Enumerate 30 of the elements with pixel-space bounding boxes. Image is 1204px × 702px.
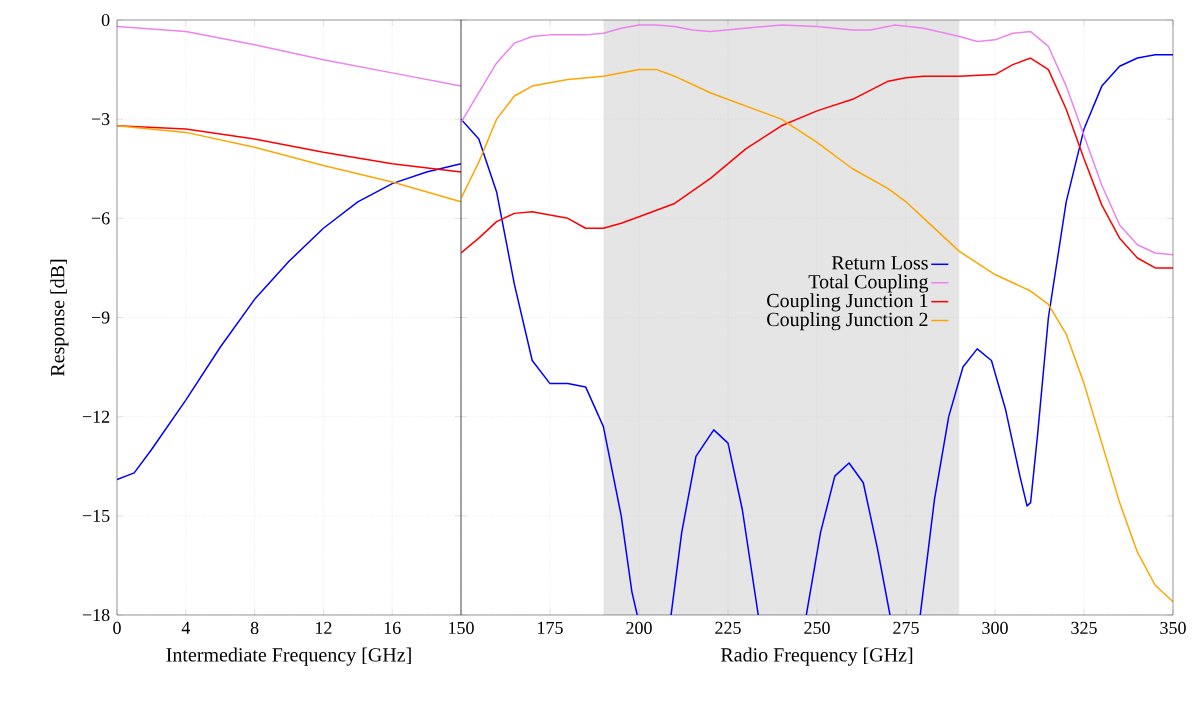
x-tick-label: 250: [804, 621, 830, 635]
legend-label: Return Loss: [831, 256, 928, 270]
x-tick-label: 200: [626, 621, 652, 635]
y-tick-label: −15: [82, 509, 110, 522]
x-tick-label: 225: [715, 621, 741, 634]
legend-label: Coupling Junction 2: [767, 312, 928, 331]
x-tick-label: 4: [181, 621, 191, 634]
x-tick-label: 275: [893, 621, 919, 634]
x-tick-label: 175: [538, 621, 563, 634]
x-tick-label: 8: [250, 621, 259, 635]
x-axis-title: Intermediate Frequency [GHz]: [166, 647, 411, 666]
x-axis-title: Radio Frequency [GHz]: [720, 647, 913, 666]
legend-label: Coupling Junction 1: [767, 293, 928, 312]
x-tick-label: 300: [982, 621, 1008, 635]
x-tick-label: 150: [449, 621, 474, 635]
y-tick-label: −6: [91, 212, 110, 225]
x-tick-label: 350: [1160, 621, 1186, 635]
y-tick-label: 0: [101, 13, 110, 27]
legend-label: Total Coupling: [808, 274, 929, 293]
y-axis-title: Response [dB]: [50, 259, 69, 377]
line-series: [117, 163, 462, 481]
x-tick-label: 325: [1071, 621, 1097, 634]
y-tick-label: −9: [91, 311, 110, 324]
x-tick-label: 0: [113, 621, 121, 635]
x-tick-label: 16: [384, 621, 401, 634]
y-tick-label: −18: [82, 608, 110, 622]
y-tick-label: −12: [82, 410, 110, 423]
x-tick-label: 12: [315, 621, 332, 634]
line-series: [117, 25, 462, 87]
y-tick-label: −3: [91, 113, 110, 126]
